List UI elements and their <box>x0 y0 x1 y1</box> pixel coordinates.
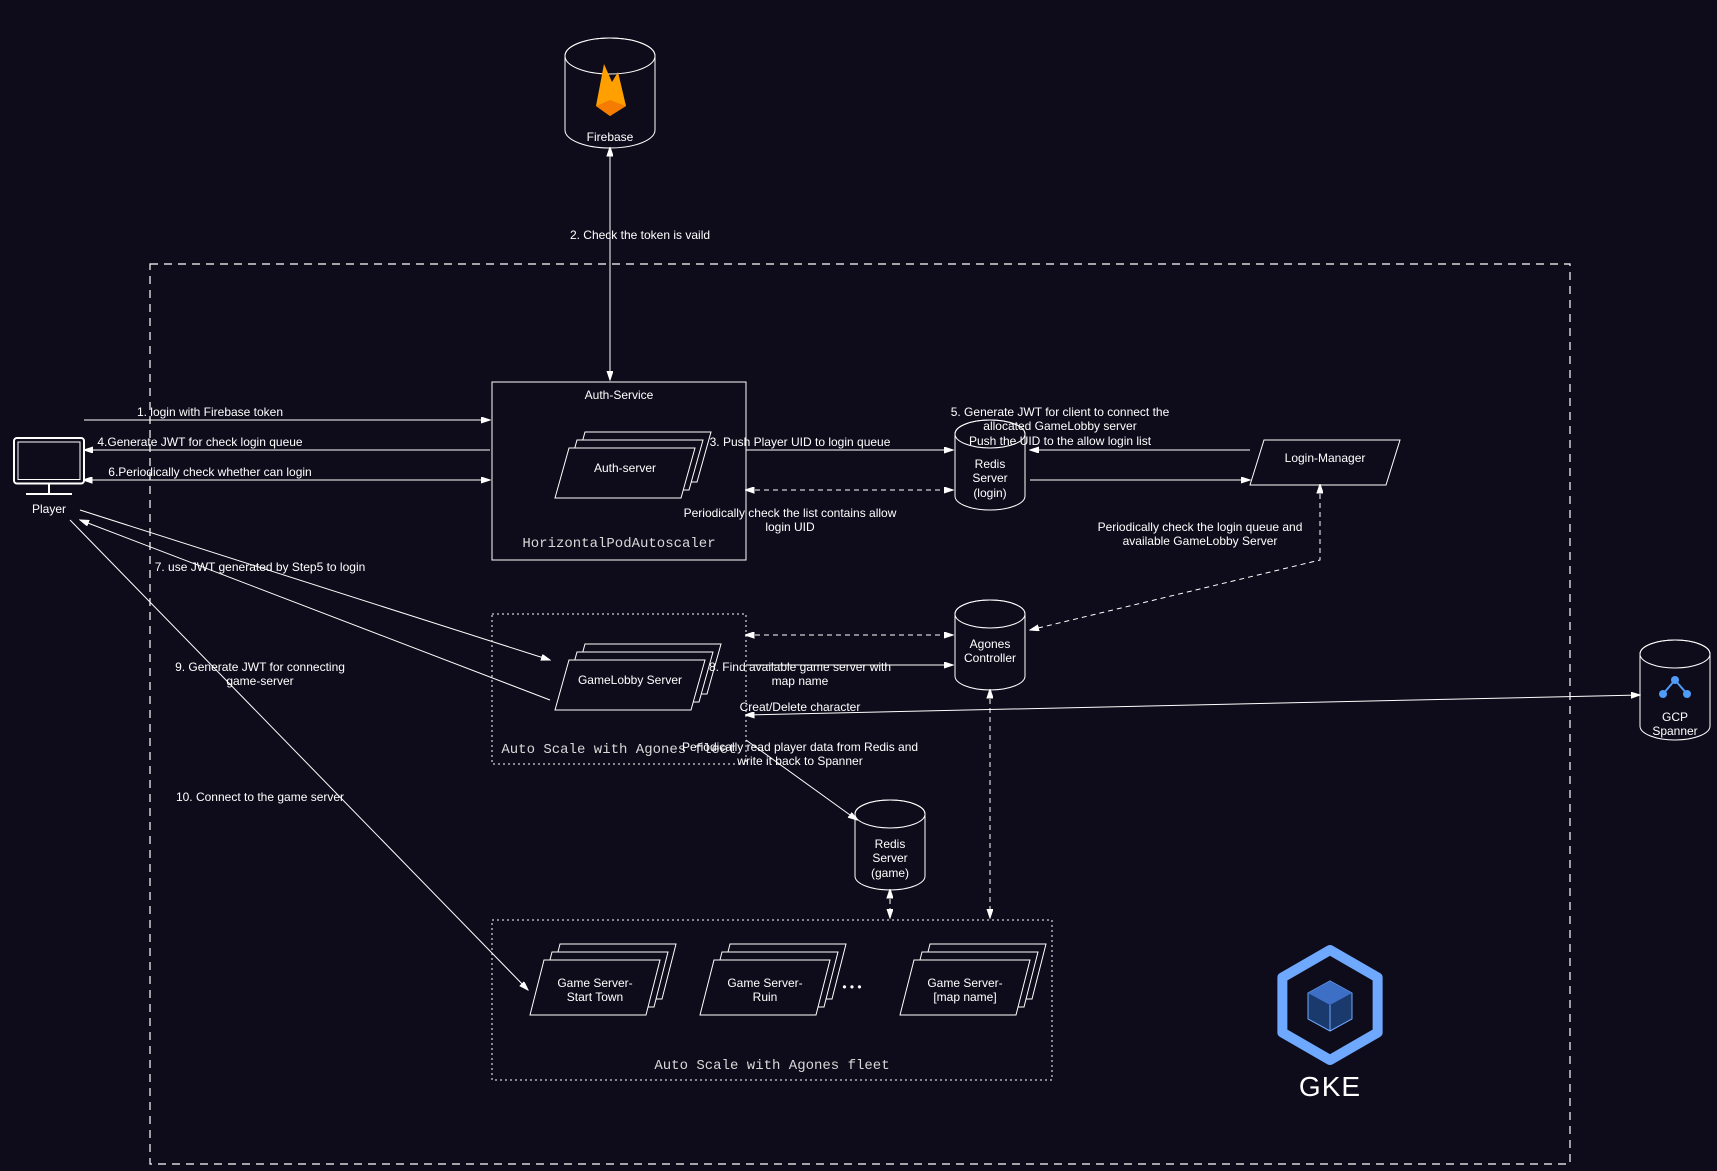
diagram-svg <box>0 0 1717 1171</box>
diagram-stage: FirebasePlayerGCP SpannerGKEAuth-Service… <box>0 0 1717 1171</box>
